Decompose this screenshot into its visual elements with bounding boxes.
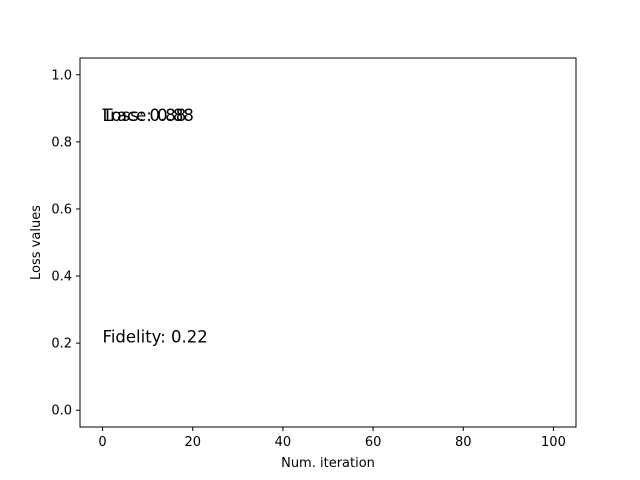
annotation-loss: Loss: 0.88 [103,106,187,125]
x-axis-label: Num. iteration [281,456,375,471]
x-tick-label: 0 [98,435,106,450]
y-tick-label: 0.6 [51,202,72,217]
plot-frame [79,57,577,428]
x-tick-label: 100 [541,435,566,450]
y-axis-ticks: 0.0 0.2 0.4 0.6 0.8 1.0 [51,68,80,419]
y-tick-label: 0.0 [51,404,72,419]
y-tick-label: 0.2 [51,337,72,352]
y-tick-label: 1.0 [51,68,72,83]
x-tick-label: 60 [365,435,382,450]
x-tick-label: 20 [184,435,201,450]
y-axis-label: Loss values [29,205,44,280]
x-axis-ticks: 0 20 40 60 80 100 [98,427,566,450]
annotation-trace: Trace: 0.88 [102,106,194,125]
y-tick-label: 0.4 [51,270,72,285]
x-tick-label: 40 [275,435,292,450]
x-tick-label: 80 [455,435,472,450]
y-tick-label: 0.8 [51,135,72,150]
annotation-fidelity: Fidelity: 0.22 [103,327,208,346]
